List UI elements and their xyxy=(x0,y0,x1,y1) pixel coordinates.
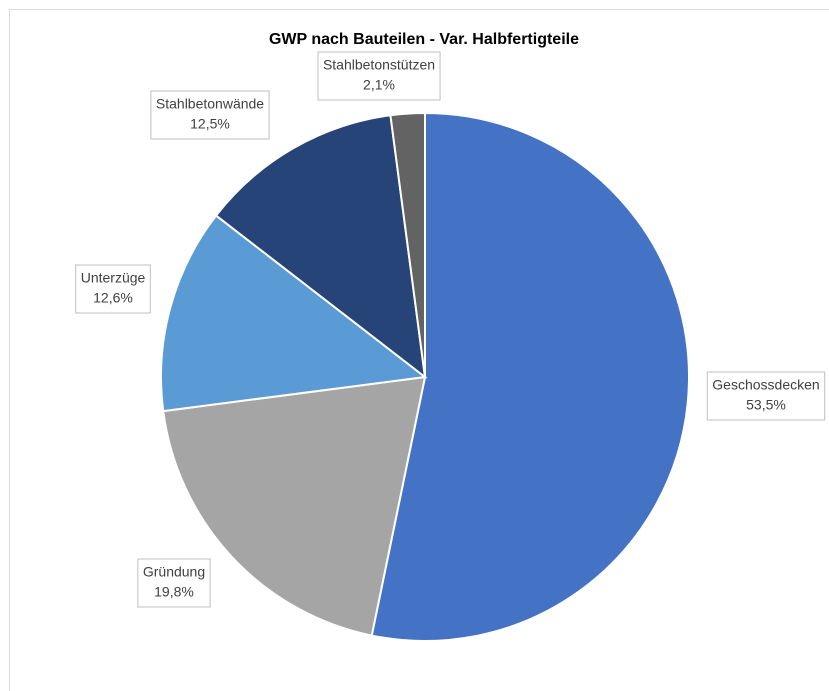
pie-slice xyxy=(370,111,691,642)
label-box xyxy=(706,371,826,421)
label-category: Stahlbetonwände xyxy=(156,96,264,112)
pie-slice xyxy=(162,375,427,637)
label-box xyxy=(317,51,441,101)
pie-slice xyxy=(389,111,426,378)
label-box xyxy=(75,264,151,314)
label-category: Gründung xyxy=(143,564,205,580)
label-value: 53,5% xyxy=(746,397,786,413)
pie-slice xyxy=(214,114,427,380)
label-box xyxy=(150,90,270,140)
data-label: Unterzüge 12,6% xyxy=(75,264,151,314)
data-label: Geschossdecken 53,5% xyxy=(706,371,826,421)
data-label: Stahlbetonwände 12,5% xyxy=(150,90,270,140)
label-category: Stahlbetonstützen xyxy=(323,57,435,73)
label-value: 2,1% xyxy=(363,77,395,93)
label-value: 12,5% xyxy=(190,116,230,132)
label-box xyxy=(137,558,211,608)
labels: Geschossdecken 53,5% Gründung 19,8% Unterzüg… xyxy=(75,51,826,608)
data-label: Gründung 19,8% xyxy=(137,558,211,608)
label-category: Geschossdecken xyxy=(712,377,819,393)
label-value: 19,8% xyxy=(154,584,194,600)
label-category: Unterzüge xyxy=(81,270,146,286)
label-value: 12,6% xyxy=(93,290,133,306)
chart-title: GWP nach Bauteilen - Var. Halbfertigteil… xyxy=(269,31,579,48)
data-label: Stahlbetonstützen 2,1% xyxy=(317,51,441,101)
pie-slice xyxy=(160,214,428,413)
slices xyxy=(160,111,691,642)
